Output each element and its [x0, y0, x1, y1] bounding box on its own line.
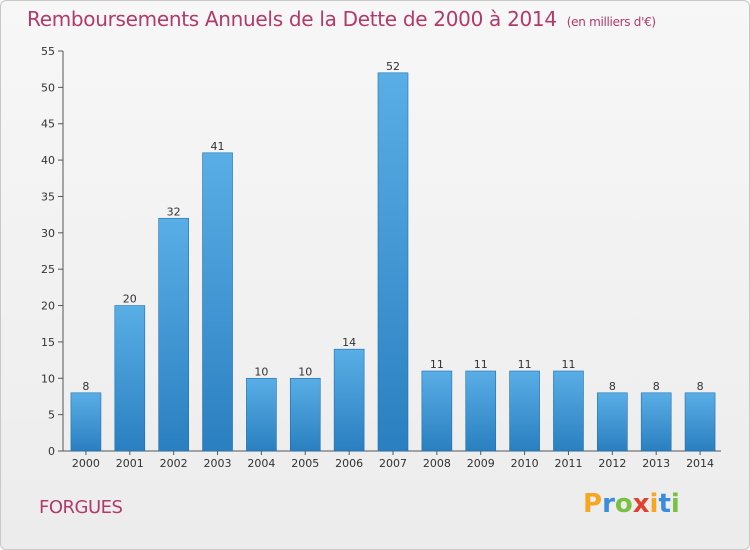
- y-tick-label-45: 45: [41, 118, 55, 131]
- x-tick-label-2005: 2005: [291, 457, 319, 470]
- y-tick-label-55: 55: [41, 45, 55, 58]
- x-tick-label-2001: 2001: [116, 457, 144, 470]
- chart-title-text: Remboursements Annuels de la Dette de 20…: [27, 7, 557, 31]
- data-label-2007: 52: [386, 60, 400, 73]
- bar-2007: [377, 72, 409, 452]
- town-name: FORGUES: [39, 497, 123, 518]
- bars: [70, 72, 716, 452]
- data-label-2003: 41: [211, 140, 225, 153]
- chart-title: Remboursements Annuels de la Dette de 20…: [27, 7, 656, 31]
- logo-letter-0: P: [583, 489, 603, 519]
- x-tick-label-2014: 2014: [686, 457, 714, 470]
- y-tick-label-40: 40: [41, 154, 55, 167]
- y-tick-label-10: 10: [41, 372, 55, 385]
- x-tick-label-2002: 2002: [160, 457, 188, 470]
- logo-letter-6: i: [670, 489, 680, 519]
- bar-2003: [202, 152, 233, 452]
- x-tick-label-2008: 2008: [423, 457, 451, 470]
- data-label-2013: 8: [653, 380, 660, 393]
- logo-letter-5: t: [658, 489, 671, 519]
- data-label-2014: 8: [697, 380, 704, 393]
- x-tick-label-2007: 2007: [379, 457, 407, 470]
- proxiti-logo: Proxiti: [583, 489, 680, 519]
- y-tick-label-30: 30: [41, 227, 55, 240]
- data-label-2002: 32: [167, 205, 181, 218]
- y-axis: 0 5 10 15 20 25 30 35 40 45 50 55: [41, 45, 64, 458]
- data-label-2001: 20: [123, 293, 137, 306]
- data-label-2000: 8: [82, 380, 89, 393]
- logo-letter-1: r: [602, 489, 615, 519]
- y-tick-label-0: 0: [48, 445, 55, 458]
- x-tick-label-2009: 2009: [467, 457, 495, 470]
- bar-2000: [70, 392, 102, 452]
- data-label-2006: 14: [342, 336, 356, 349]
- bar-2012: [597, 392, 628, 452]
- y-tick-label-20: 20: [41, 300, 55, 313]
- bar-2008: [421, 370, 453, 452]
- bar-2005: [289, 377, 321, 452]
- x-tick-label-2000: 2000: [72, 457, 100, 470]
- bar-2006: [333, 348, 365, 452]
- y-tick-label-5: 5: [48, 409, 55, 422]
- logo-letter-3: x: [632, 489, 650, 519]
- x-tick-label-2003: 2003: [204, 457, 232, 470]
- logo-letter-4: i: [649, 489, 659, 519]
- x-tick-label-2006: 2006: [335, 457, 363, 470]
- y-tick-label-50: 50: [41, 81, 55, 94]
- bar-2011: [553, 370, 584, 452]
- x-tick-label-2013: 2013: [642, 457, 670, 470]
- chart-unit: (en milliers d'€): [566, 15, 656, 29]
- data-label-2011: 11: [561, 358, 575, 371]
- y-tick-label-35: 35: [41, 190, 55, 203]
- data-labels: 8 20 32 41 10 10 14 52 11 11 11 11 8 8 8: [82, 60, 703, 393]
- x-tick-label-2011: 2011: [554, 457, 582, 470]
- bar-2002: [158, 217, 189, 452]
- bar-2013: [640, 392, 672, 452]
- bar-2004: [246, 377, 277, 452]
- data-label-2005: 10: [298, 365, 312, 378]
- y-tick-label-25: 25: [41, 263, 55, 276]
- bar-2010: [509, 370, 540, 452]
- y-tick-label-15: 15: [41, 336, 55, 349]
- logo-letter-2: o: [614, 489, 633, 519]
- x-tick-label-2010: 2010: [511, 457, 539, 470]
- bar-2014: [684, 392, 716, 452]
- x-axis: 2000 2001 2002 2003 2004 2005 2006 2007 2008 2009…: [63, 450, 721, 470]
- data-label-2004: 10: [254, 365, 268, 378]
- x-tick-label-2004: 2004: [247, 457, 275, 470]
- bar-2009: [465, 370, 497, 452]
- data-label-2010: 11: [518, 358, 532, 371]
- data-label-2009: 11: [474, 358, 488, 371]
- bar-2001: [114, 305, 146, 452]
- data-label-2012: 8: [609, 380, 616, 393]
- x-tick-label-2012: 2012: [598, 457, 626, 470]
- data-label-2008: 11: [430, 358, 444, 371]
